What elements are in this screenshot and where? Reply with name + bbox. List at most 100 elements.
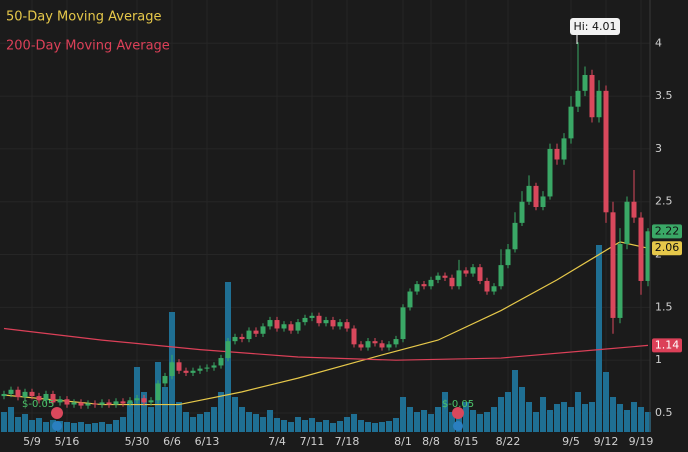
volume-bar xyxy=(435,407,441,432)
candle-body xyxy=(484,280,490,292)
event-marker[interactable] xyxy=(52,421,62,431)
candle-body xyxy=(29,391,35,397)
candle-body xyxy=(288,324,294,331)
candle-body xyxy=(64,399,70,405)
y-tick-label: 4 xyxy=(655,36,662,49)
candle-body xyxy=(211,365,217,368)
candle-body xyxy=(638,217,644,281)
candle-body xyxy=(309,315,315,318)
candle-body xyxy=(582,74,588,91)
candle-body xyxy=(176,362,182,371)
volume-bar xyxy=(106,424,112,432)
volume-bar xyxy=(414,412,420,432)
volume-bar xyxy=(78,422,84,432)
x-tick-label: 6/6 xyxy=(163,435,181,448)
volume-bar xyxy=(113,420,119,432)
candle-body xyxy=(99,402,105,405)
candle-body xyxy=(575,90,581,107)
candle-body xyxy=(358,344,364,348)
candle-body xyxy=(414,284,420,292)
candle-body xyxy=(190,370,196,373)
y-tick-label: 1 xyxy=(655,353,662,366)
candle-body xyxy=(568,106,574,139)
candle-body xyxy=(113,401,119,405)
candle-body xyxy=(267,320,273,327)
volume-bar xyxy=(386,421,392,432)
candle-body xyxy=(141,398,147,403)
candle-body xyxy=(617,243,623,318)
volume-bar xyxy=(176,402,182,432)
volume-bar xyxy=(29,420,35,432)
volume-bar xyxy=(183,412,189,432)
candle-body xyxy=(596,90,602,118)
candle-body xyxy=(8,389,14,394)
volume-bar xyxy=(512,370,518,432)
volume-bar xyxy=(533,412,539,432)
event-marker[interactable] xyxy=(453,421,463,431)
candle-body xyxy=(393,339,399,345)
candle-body xyxy=(351,328,357,345)
volume-bar xyxy=(211,407,217,432)
candle-body xyxy=(463,270,469,274)
volume-bar xyxy=(617,404,623,432)
candle-body xyxy=(106,402,112,405)
candle-body xyxy=(36,396,42,401)
candle-body xyxy=(631,201,637,218)
volume-bar xyxy=(645,412,651,432)
candle-body xyxy=(43,393,49,401)
candle-body xyxy=(15,389,21,398)
volume-bar xyxy=(596,245,602,432)
earnings-marker[interactable] xyxy=(51,407,63,419)
volume-bar xyxy=(295,417,301,432)
y-tick-label: 3 xyxy=(655,142,662,155)
volume-bar xyxy=(8,407,14,432)
volume-bar xyxy=(498,397,504,432)
candle-body xyxy=(505,249,511,266)
volume-bar xyxy=(463,402,469,432)
volume-bar xyxy=(1,412,7,432)
candle-body xyxy=(435,275,441,280)
candle-body xyxy=(295,322,301,331)
last-value-box xyxy=(652,338,682,353)
volume-bar xyxy=(638,407,644,432)
candle-body xyxy=(400,307,406,340)
volume-bar xyxy=(253,414,259,432)
candle-body xyxy=(561,138,567,160)
candle-body xyxy=(477,267,483,281)
volume-bar xyxy=(470,410,476,432)
volume-bar xyxy=(351,414,357,432)
volume-bar xyxy=(365,422,371,432)
candle-body xyxy=(421,284,427,287)
x-tick-label: 7/18 xyxy=(335,435,360,448)
volume-bar xyxy=(288,422,294,432)
volume-bar xyxy=(568,407,574,432)
last-value-label: 2.22 xyxy=(655,224,680,237)
volume-bar xyxy=(99,422,105,432)
x-tick-label: 9/5 xyxy=(562,435,580,448)
candle-body xyxy=(92,403,98,405)
candle-body xyxy=(540,196,546,208)
candle-body xyxy=(162,376,168,384)
earnings-marker[interactable] xyxy=(452,407,464,419)
candle-layer xyxy=(1,42,651,409)
volume-bar xyxy=(540,397,546,432)
candle-body xyxy=(204,367,210,369)
volume-bar xyxy=(260,417,266,432)
candle-body xyxy=(512,222,518,250)
x-tick-label: 8/8 xyxy=(422,435,440,448)
candle-body xyxy=(274,320,280,329)
candle-body xyxy=(337,322,343,327)
x-tick-label: 5/16 xyxy=(55,435,80,448)
candle-body xyxy=(197,368,203,371)
volume-bar xyxy=(15,417,21,432)
volume-bar xyxy=(197,414,203,432)
volume-bar xyxy=(407,407,413,432)
candle-body xyxy=(645,231,651,281)
volume-bar xyxy=(554,404,560,432)
volume-bar xyxy=(92,423,98,432)
y-tick-label: 2.5 xyxy=(655,195,673,208)
candle-body xyxy=(526,185,532,202)
volume-bar xyxy=(43,422,49,432)
candle-body xyxy=(442,275,448,278)
